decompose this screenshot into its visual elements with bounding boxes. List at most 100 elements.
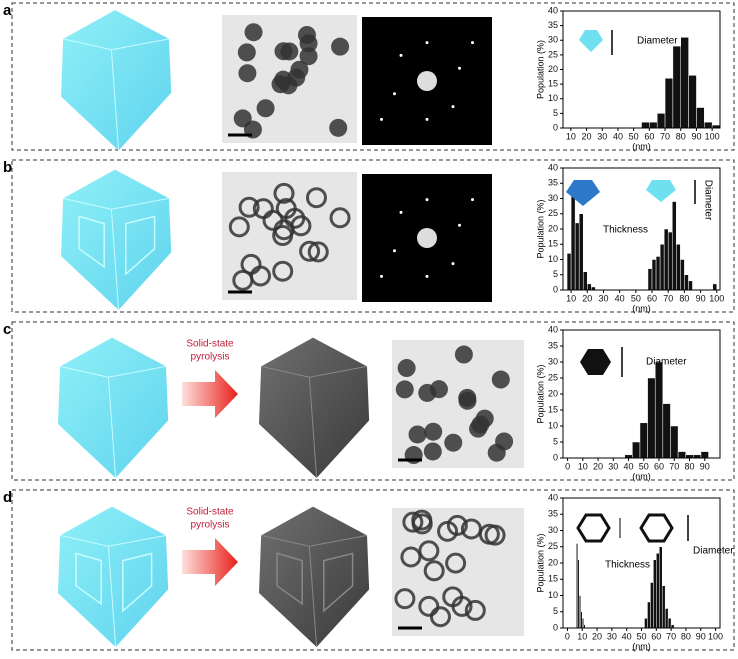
x-tick-label: 30 [597,131,607,141]
x-tick-label: 10 [566,131,576,141]
x-tick-label: 20 [592,631,602,641]
annotation: Thickness [603,225,648,236]
particle [424,422,443,441]
crystal [259,506,370,647]
histogram-bar [582,271,588,291]
histogram-bar [672,201,677,291]
x-tick-label: 50 [631,293,641,303]
fft-spot [380,117,383,121]
particle [256,99,275,118]
inset-crystal [566,180,600,206]
histogram-bar [670,425,679,459]
y-tick-label: 35 [548,178,558,188]
panel-frame [11,2,735,151]
x-tick-label: 0 [565,461,570,471]
annotation: Diameter [637,36,678,47]
histogram-bar [641,121,650,129]
y-tick-label: 35 [548,20,558,30]
crystal-edge [107,546,117,648]
x-tick-label: 60 [644,131,654,141]
x-tick-label: 20 [582,293,592,303]
histogram-bar [570,189,576,291]
crystal [58,337,169,478]
plot-frame [562,167,721,291]
histogram-bar [664,78,674,129]
crystal-facet [276,552,303,606]
x-tick-label: 90 [700,461,710,471]
x-tick-label: 70 [669,461,679,471]
y-tick-label: 40 [548,324,558,334]
particle [272,260,294,282]
x-tick-label: 100 [709,293,724,303]
fft-spot [425,198,429,202]
particle [331,37,350,56]
histogram-bar [680,37,689,129]
fft-spot [399,210,403,214]
fft-spot [471,198,474,202]
particle [408,425,427,444]
x-tick-label: 30 [598,293,608,303]
y-tick-label: 25 [548,208,558,218]
y-tick-label: 10 [548,254,558,264]
crystal-edge [110,209,120,311]
histogram-bar [647,601,651,629]
histogram-bar [663,228,669,291]
y-tick-label: 30 [548,525,558,535]
histogram-bar [574,222,580,291]
histogram-bar [656,113,666,129]
particle [454,345,473,364]
particle [402,511,424,533]
particle [395,380,414,399]
histogram-bar [696,107,705,129]
panel-frame [11,159,735,313]
y-tick-label: 10 [548,590,558,600]
panel-label: d [3,489,12,506]
fft-center [417,71,437,91]
y-tick-label: 40 [548,162,558,172]
annotation: Diameter [693,546,734,557]
particle [329,207,351,229]
arrow [182,538,238,586]
x-tick-label: 90 [691,131,701,141]
histogram-bar [667,618,672,629]
histogram-bar [676,244,681,291]
panel-label: b [3,159,12,176]
y-tick-label: 5 [553,606,558,616]
histogram-bar [661,585,666,629]
fft-spot [393,92,396,96]
x-tick-label: 70 [666,631,676,641]
particle [471,415,490,434]
fft-spot [425,274,429,278]
particle [299,240,321,262]
process-label: Solid-state [186,507,234,518]
fft-spot [451,262,455,266]
histogram-bar [644,618,648,629]
histogram-bar [688,75,697,129]
crystal-facet [122,552,153,613]
annotation: Thickness [605,560,650,571]
particle [252,198,274,220]
particle [305,187,327,209]
panel-label: c [3,321,11,338]
x-tick-label: 30 [607,631,617,641]
y-tick-label: 35 [548,509,558,519]
histogram-bar [664,608,669,629]
inset-crystal [579,30,603,52]
crystal [259,337,370,478]
y-tick-label: 20 [548,388,558,398]
particle [437,520,459,542]
y-tick-label: 15 [548,239,558,249]
plot-frame [562,10,721,129]
histogram-bar [650,582,654,629]
particle [273,219,295,241]
x-tick-label: 20 [593,461,603,471]
y-tick-label: 20 [548,557,558,567]
fft-spot [425,117,429,121]
y-tick-label: 0 [553,122,558,132]
y-tick-label: 10 [548,420,558,430]
particle [458,391,477,410]
fft-spot [458,223,461,227]
particle [299,34,318,53]
histogram-bar [647,268,653,291]
histogram-bar [649,121,658,129]
